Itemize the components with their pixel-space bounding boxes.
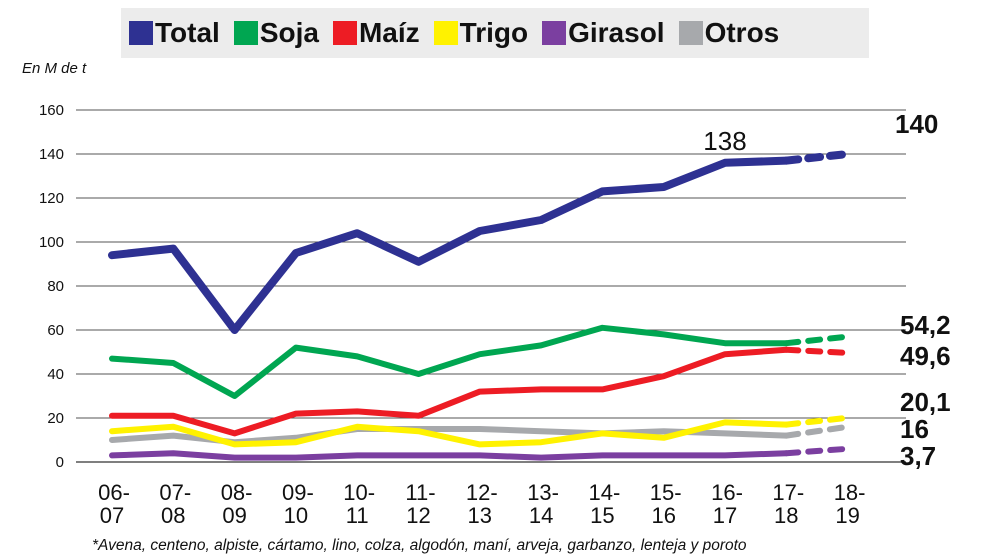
y-tick-label: 0	[56, 454, 64, 471]
x-tick-label: 18-	[834, 480, 866, 505]
series-projection-girasol	[783, 445, 851, 457]
x-tick-label: 09-	[282, 480, 314, 505]
series-projection-trigo	[783, 414, 851, 428]
x-tick-label: 12	[406, 503, 430, 528]
legend-item: Total	[129, 17, 220, 49]
legend-swatch	[678, 21, 703, 45]
end-label: 54,2	[900, 310, 951, 340]
x-tick-label: 15-	[650, 480, 682, 505]
y-tick-label: 120	[39, 190, 64, 207]
x-tick-label: 07	[100, 503, 124, 528]
x-tick-label: 13-	[527, 480, 559, 505]
legend-swatch	[332, 21, 357, 45]
legend-label: Maíz	[358, 17, 420, 48]
x-tick-label: 14-	[589, 480, 621, 505]
legend-swatch	[542, 21, 567, 45]
x-tick-label: 10-	[343, 480, 375, 505]
series-projection-total	[782, 150, 852, 165]
legend-item: Trigo	[433, 17, 529, 49]
x-tick-label: 16-	[711, 480, 743, 505]
end-label: 16	[900, 414, 929, 444]
legend-label: Soja	[259, 17, 319, 48]
legend-swatch	[129, 21, 153, 45]
end-label: 49,6	[900, 341, 951, 371]
annotation-label: 138	[703, 126, 746, 156]
legend-label: Total	[155, 17, 220, 48]
series-line-soja	[109, 324, 790, 399]
legend-item: Girasol	[542, 17, 665, 49]
legend-label: Trigo	[459, 17, 529, 48]
series-projection-soja	[783, 333, 851, 347]
x-tick-label: 09	[222, 503, 246, 528]
x-tick-label: 16	[651, 503, 675, 528]
end-label: 20,1	[900, 387, 951, 417]
x-tick-label: 11-	[405, 480, 435, 505]
x-tick-label: 15	[590, 503, 614, 528]
x-tick-label: 13	[468, 503, 492, 528]
series-projection-otros	[783, 423, 851, 439]
x-tick-label: 08	[161, 503, 185, 528]
x-tick-label: 07-	[159, 480, 191, 505]
series-line-maíz	[109, 346, 790, 437]
end-label: 140	[895, 109, 938, 139]
end-label: 3,7	[900, 441, 936, 471]
y-tick-label: 100	[39, 234, 64, 251]
y-tick-label: 20	[47, 410, 64, 427]
y-tick-label: 80	[47, 278, 64, 295]
x-tick-label: 17-	[772, 480, 804, 505]
x-tick-label: 18	[774, 503, 798, 528]
series-line-trigo	[109, 419, 790, 448]
y-tick-label: 160	[39, 102, 64, 119]
y-tick-label: 60	[47, 322, 64, 339]
y-tick-label: 140	[39, 146, 64, 163]
legend-swatch	[433, 21, 458, 45]
legend-item: Soja	[233, 17, 319, 49]
series-projection-maíz	[783, 346, 851, 356]
footnote: *Avena, centeno, alpiste, cártamo, lino,…	[92, 537, 747, 554]
x-tick-label: 10	[284, 503, 308, 528]
x-tick-label: 14	[529, 503, 553, 528]
x-tick-label: 17	[713, 503, 737, 528]
legend-item: Otros	[678, 17, 780, 49]
x-tick-label: 06-	[98, 480, 130, 505]
series-line-girasol	[109, 450, 790, 461]
legend: Total Soja Maíz Trigo Girasol Otros	[121, 8, 869, 58]
x-tick-label: 19	[835, 503, 859, 528]
x-tick-label: 12-	[466, 480, 498, 505]
x-tick-label: 11	[346, 503, 369, 528]
legend-label: Otros	[704, 17, 780, 48]
x-tick-label: 08-	[221, 480, 253, 505]
legend-label: Girasol	[568, 17, 665, 48]
legend-item: Maíz	[332, 17, 420, 49]
legend-swatch	[233, 21, 258, 45]
y-tick-label: 40	[47, 366, 64, 383]
series-line-total	[108, 156, 791, 334]
y-unit-label: En M de t	[22, 60, 87, 77]
